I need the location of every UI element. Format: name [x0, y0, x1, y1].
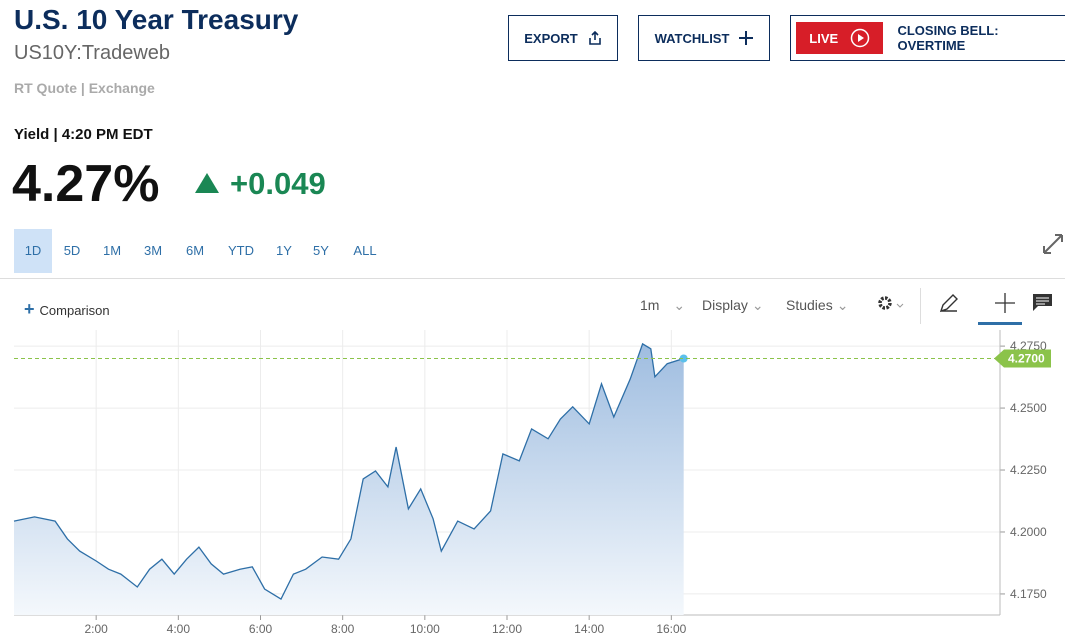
toolbar-divider: [920, 288, 921, 324]
live-label: LIVE: [809, 30, 839, 46]
studies-menu[interactable]: Studies ⌄: [786, 297, 849, 313]
studies-label: Studies: [786, 297, 833, 313]
live-button[interactable]: LIVE CLOSING BELL: OVERTIME: [790, 15, 1065, 61]
draw-icon[interactable]: [938, 292, 960, 314]
y-tick-label: 4.2500: [1010, 401, 1047, 415]
watchlist-button[interactable]: WATCHLIST: [638, 15, 770, 61]
interval-menu[interactable]: 1m ⌄: [640, 297, 686, 313]
range-tab[interactable]: 3M: [143, 243, 163, 258]
watchlist-label: WATCHLIST: [654, 30, 730, 46]
range-tab[interactable]: 1M: [102, 243, 122, 258]
range-tab[interactable]: 5Y: [313, 243, 329, 258]
range-tab[interactable]: ALL: [353, 243, 377, 258]
y-tick-label: 4.2000: [1010, 525, 1047, 539]
x-tick-label: 14:00: [574, 622, 604, 636]
play-icon: [850, 28, 870, 48]
comparison-button[interactable]: + Comparison: [24, 299, 110, 319]
range-tab[interactable]: 1Y: [276, 243, 292, 258]
quote-source: RT Quote | Exchange: [14, 80, 155, 96]
display-label: Display: [702, 297, 748, 313]
y-tick-label: 4.2250: [1010, 463, 1047, 477]
x-tick-label: 6:00: [249, 622, 273, 636]
x-tick-label: 16:00: [656, 622, 686, 636]
comparison-label: Comparison: [39, 303, 110, 318]
title: U.S. 10 Year Treasury: [14, 4, 299, 35]
settings-icon[interactable]: [876, 294, 908, 314]
x-tick-label: 4:00: [167, 622, 191, 636]
divider: [0, 278, 1065, 279]
export-icon: [588, 31, 601, 45]
symbol: US10Y:Tradeweb: [14, 42, 171, 64]
crosshair-icon[interactable]: [978, 290, 1022, 326]
price: 4.27%: [12, 155, 160, 213]
x-tick-label: 12:00: [492, 622, 522, 636]
change: +0.049: [230, 166, 326, 201]
plus-icon: [739, 31, 754, 45]
up-arrow: [195, 173, 219, 193]
line: [13, 342, 684, 601]
interval-label: 1m: [640, 297, 660, 313]
display-menu[interactable]: Display ⌄: [702, 297, 764, 313]
range-tab[interactable]: 5D: [63, 243, 81, 258]
expand-icon[interactable]: [1042, 231, 1064, 255]
export-button[interactable]: EXPORT: [508, 15, 618, 61]
y-tick-label: 4.1750: [1010, 587, 1047, 601]
live-show: CLOSING BELL: OVERTIME: [897, 23, 999, 53]
export-label: EXPORT: [524, 30, 578, 46]
x-tick-label: 8:00: [331, 622, 355, 636]
x-tick-label: 10:00: [410, 622, 440, 636]
last-value-label: 4.2700: [1008, 352, 1045, 366]
live-badge: LIVE: [796, 22, 884, 54]
last-point: [679, 354, 688, 363]
last-value-tag: [994, 349, 1051, 368]
x-tick-label: 2:00: [84, 622, 108, 636]
yield-time: Yield | 4:20 PM EDT: [14, 126, 153, 143]
range-tab[interactable]: 6M: [185, 243, 205, 258]
range-tab[interactable]: 1D: [14, 229, 52, 273]
comment-icon[interactable]: [1032, 293, 1054, 313]
range-tab[interactable]: YTD: [228, 243, 254, 258]
area: [14, 343, 684, 615]
